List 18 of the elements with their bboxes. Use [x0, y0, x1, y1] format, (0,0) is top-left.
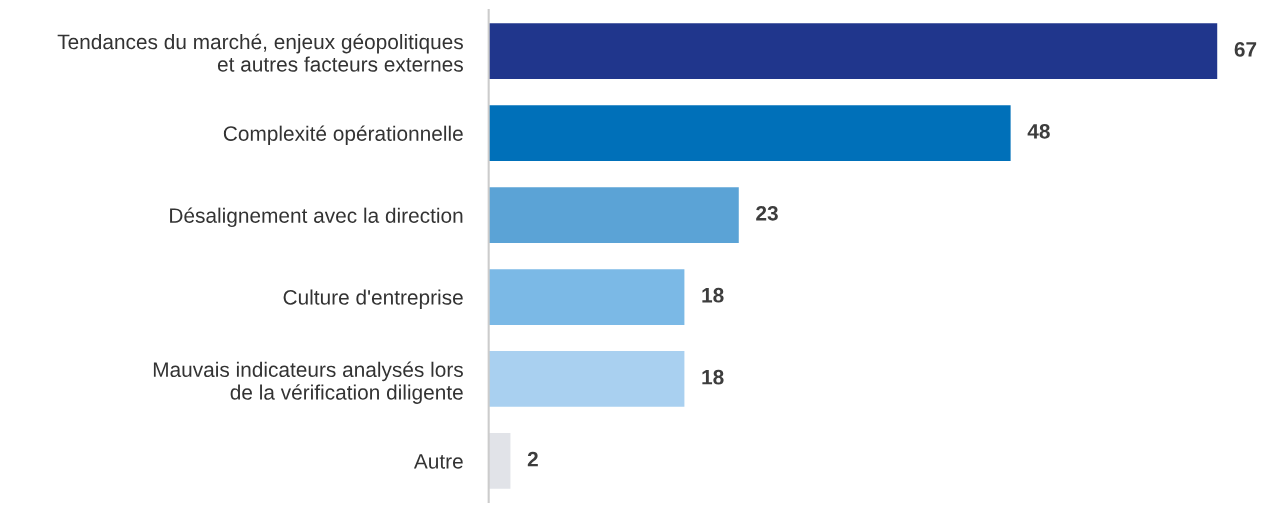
- y-tick-label: Désalignement avec la direction: [170, 207, 463, 228]
- data-label: 67: [1234, 41, 1257, 57]
- y-tick-label: Tendances du marché, enjeux géopolitiques et autres facteurs externes: [57, 33, 463, 72]
- data-label: 23: [756, 205, 778, 221]
- y-tick-label: Mauvais indicateurs analysés lors de la vérification diligente: [153, 361, 463, 404]
- bar: [488, 351, 685, 407]
- bar: [488, 187, 739, 243]
- y-tick-label: Autre: [413, 454, 463, 469]
- y-tick-label: Culture d'entreprise: [283, 289, 463, 309]
- data-label: 48: [1027, 123, 1050, 139]
- data-label: 18: [702, 287, 724, 303]
- bar: [488, 269, 685, 325]
- bar: [488, 433, 511, 489]
- data-label: 18: [702, 369, 724, 385]
- bar: [488, 105, 1011, 161]
- bar: [488, 23, 1218, 79]
- data-label: 2: [527, 451, 538, 467]
- y-tick-label: Complexité opérationnelle: [223, 125, 463, 146]
